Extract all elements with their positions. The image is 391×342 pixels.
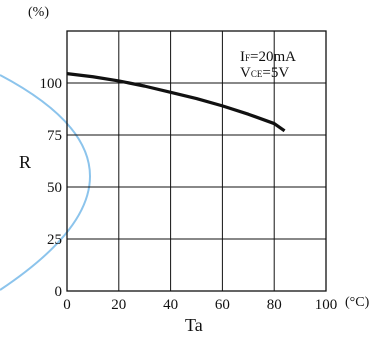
annotation-vce-rest: =5V xyxy=(262,65,289,81)
x-tick-label-2: 40 xyxy=(163,297,178,313)
series-line-0 xyxy=(66,72,286,133)
y-tick-label-0: 0 xyxy=(55,284,63,300)
axis-ticks: 0 20 40 60 80 100 0 25 50 75 100 xyxy=(40,76,338,313)
y-axis-unit: (%) xyxy=(28,5,49,20)
x-tick-label-3: 60 xyxy=(215,297,230,313)
annotation-if: IF=20mA xyxy=(240,49,296,65)
annotation-if-sub: F xyxy=(245,53,250,63)
x-tick-label-1: 20 xyxy=(111,297,126,313)
series-layer xyxy=(66,72,286,133)
x-axis-label: Ta xyxy=(185,315,203,335)
y-tick-label-2: 50 xyxy=(47,180,62,196)
x-tick-label-0: 0 xyxy=(63,297,71,313)
decorative-arc xyxy=(0,74,91,291)
y-tick-label-3: 75 xyxy=(47,128,62,144)
annotation-vce-sub: CE xyxy=(251,69,263,79)
x-axis-unit: (°C) xyxy=(345,295,370,310)
annotation-if-main: I xyxy=(240,49,245,65)
y-tick-label-1: 25 xyxy=(47,232,62,248)
y-tick-label-4: 100 xyxy=(40,76,63,92)
grid xyxy=(67,31,326,291)
annotation-if-rest: =20mA xyxy=(250,49,296,65)
annotation-vce-main: V xyxy=(240,65,251,81)
plot-frame xyxy=(66,30,327,292)
x-tick-label-4: 80 xyxy=(267,297,282,313)
annotation-vce: VCE=5V xyxy=(240,65,289,81)
y-axis-label: R xyxy=(19,152,31,172)
x-tick-label-5: 100 xyxy=(315,297,338,313)
